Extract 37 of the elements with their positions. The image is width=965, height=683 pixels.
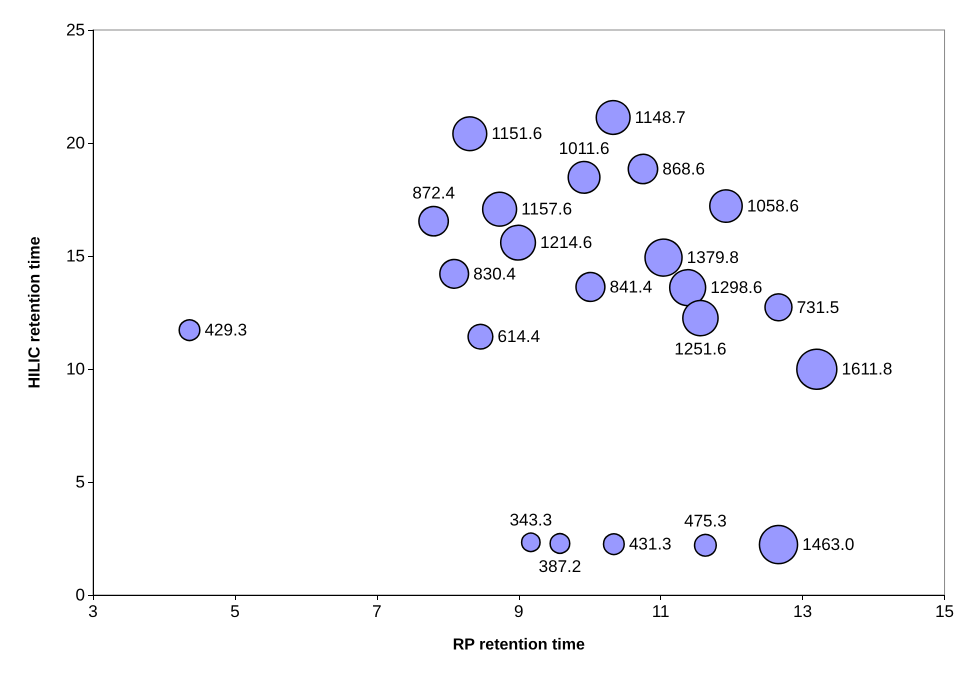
x-tick-label: 9 (514, 602, 524, 621)
data-label: 387.2 (538, 557, 582, 576)
data-label: 872.4 (412, 184, 455, 203)
data-label: 1298.6 (710, 278, 762, 298)
data-label: 830.4 (473, 264, 516, 284)
data-label: 1058.6 (746, 196, 799, 216)
data-label: 1151.6 (491, 124, 542, 144)
data-label: 1463.0 (802, 535, 854, 554)
data-label: 1157.6 (521, 200, 572, 219)
y-tick-label: 10 (66, 360, 85, 378)
y-tick-label: 0 (76, 586, 85, 604)
y-tick-label: 25 (66, 20, 85, 40)
data-label: 731.5 (796, 298, 840, 317)
data-label: 1251.6 (674, 340, 726, 359)
x-tick-label: 7 (372, 602, 382, 621)
x-tick-label: 11 (652, 602, 670, 621)
x-tick-label: 5 (230, 602, 240, 621)
data-label: 868.6 (662, 159, 705, 178)
data-label: 1214.6 (540, 233, 592, 252)
y-axis-title: HILIC retention time (26, 236, 44, 389)
x-tick-label: 15 (935, 602, 954, 621)
data-label: 1379.8 (686, 248, 739, 268)
y-tick-label: 15 (66, 246, 85, 266)
data-label: 1611.8 (842, 360, 892, 379)
y-tick-label: 20 (66, 134, 85, 152)
y-tick-label: 5 (76, 472, 85, 492)
x-tick-label: 13 (793, 602, 812, 621)
x-tick-label: 3 (88, 602, 98, 621)
data-label: 614.4 (498, 327, 540, 346)
data-label: 343.3 (510, 510, 552, 530)
data-label: 475.3 (684, 512, 727, 531)
data-label: 1148.7 (634, 108, 686, 127)
data-label: 841.4 (610, 277, 652, 296)
data-label: 431.3 (628, 534, 672, 554)
data-label: 429.3 (204, 320, 248, 340)
x-axis-title: RP retention time (452, 636, 585, 654)
data-label: 1011.6 (558, 138, 610, 158)
